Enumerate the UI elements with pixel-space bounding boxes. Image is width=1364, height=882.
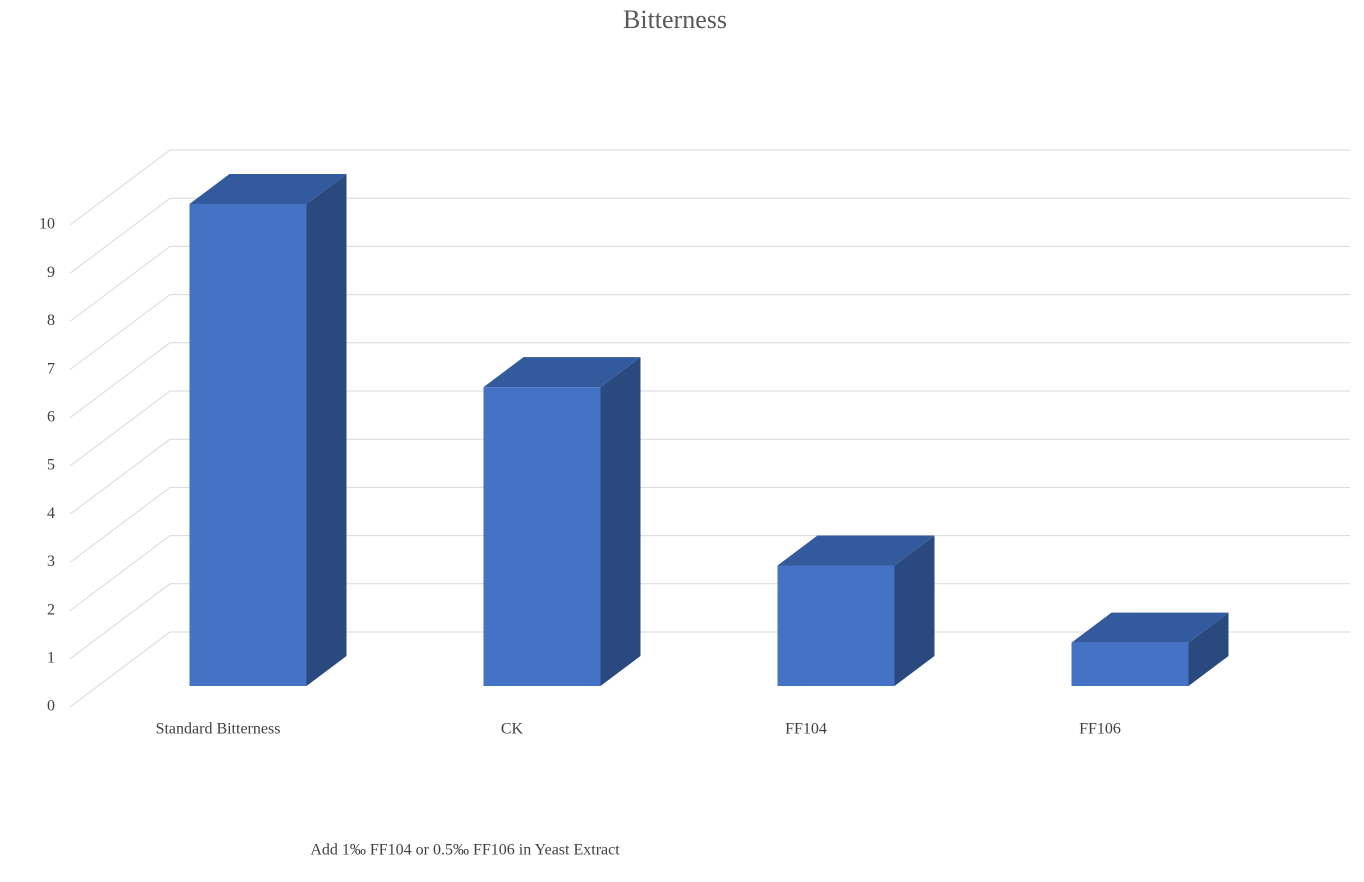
x-axis-title: Add 1‰ FF104 or 0.5‰ FF106 in Yeast Extr… <box>310 842 620 859</box>
grid-line <box>69 438 171 515</box>
bar <box>1071 642 1189 686</box>
grid-line <box>69 631 171 708</box>
y-tick-label: 3 <box>47 553 55 570</box>
grid-line <box>69 149 171 226</box>
y-tick-label: 4 <box>47 505 55 522</box>
y-tick-label: 7 <box>47 360 55 377</box>
bar-side <box>600 357 641 686</box>
bar-top <box>483 357 641 388</box>
chart-title: Bitterness <box>623 5 727 34</box>
grid-line <box>69 583 171 660</box>
x-tick-label: FF104 <box>785 721 827 738</box>
y-tick-label: 8 <box>47 312 55 329</box>
grid-line <box>69 197 171 274</box>
grid-line <box>69 342 171 419</box>
bar-top <box>1071 612 1229 643</box>
y-tick-label: 6 <box>47 408 55 425</box>
bar-side <box>1188 612 1229 686</box>
y-tick-label: 1 <box>47 649 55 666</box>
bar-top <box>189 174 347 204</box>
y-tick-label: 5 <box>47 457 55 474</box>
bar <box>189 204 307 686</box>
y-tick-label: 10 <box>39 216 55 233</box>
bar <box>777 565 895 686</box>
grid-line <box>69 245 171 322</box>
y-tick-label: 0 <box>47 698 55 715</box>
grid-line <box>69 294 171 371</box>
y-tick-label: 2 <box>47 601 55 618</box>
bar <box>483 387 601 686</box>
grid-line <box>69 390 171 467</box>
x-tick-label: Standard Bitterness <box>156 721 281 738</box>
x-tick-label: CK <box>501 721 524 738</box>
grid-line <box>69 535 171 611</box>
grid-line <box>69 486 171 563</box>
y-tick-label: 9 <box>47 264 55 281</box>
x-tick-label: FF106 <box>1079 721 1121 738</box>
bar-side <box>306 174 347 686</box>
bar-top <box>777 535 935 566</box>
bar-side <box>894 535 935 686</box>
